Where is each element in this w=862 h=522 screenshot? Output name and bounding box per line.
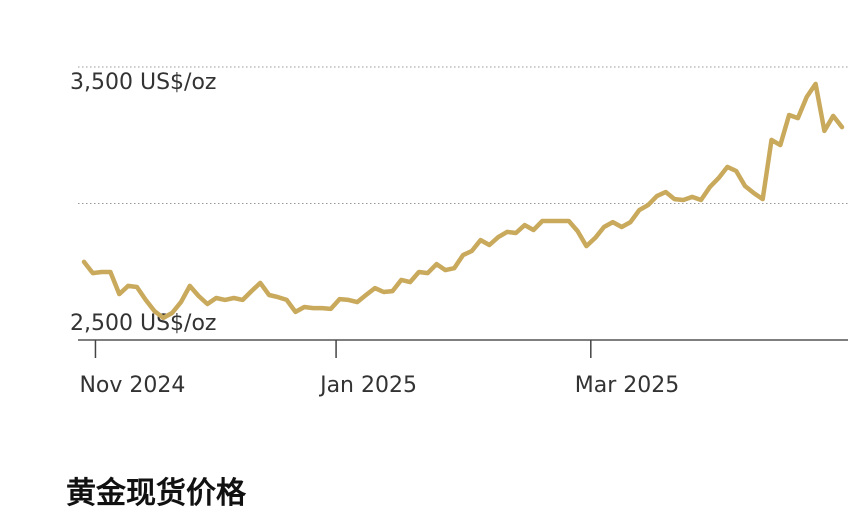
chart-title: 黄金现货价格 bbox=[66, 476, 246, 511]
x-tick-label: Mar 2025 bbox=[575, 373, 680, 398]
x-tick-label: Nov 2024 bbox=[79, 373, 185, 398]
price-line bbox=[81, 81, 845, 321]
x-tick-label: Jan 2025 bbox=[318, 373, 417, 398]
chart: 2,500 US$/oz 3,500 US$/oz Nov 2024 Jan 2025… bbox=[70, 66, 848, 398]
y-tick-label: 3,500 US$/oz bbox=[70, 70, 216, 95]
y-tick-label: 2,500 US$/oz bbox=[70, 311, 216, 336]
